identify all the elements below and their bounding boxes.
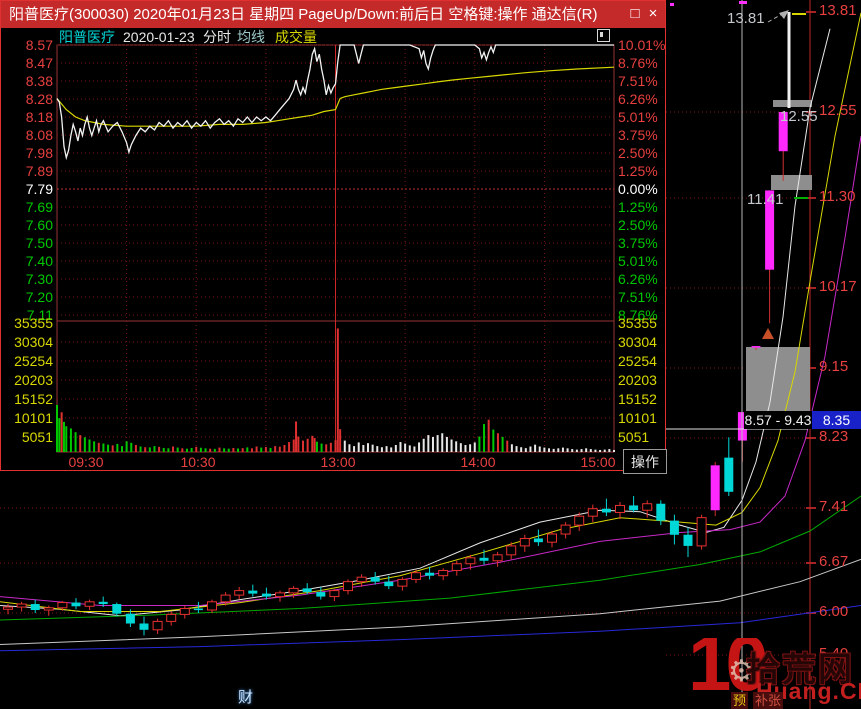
intraday-window: 阳普医疗(300030) 2020年01月23日 星期四 PageUp/Down… — [0, 0, 666, 471]
close-price-label-2: 11.41 — [747, 191, 784, 208]
crosshair-price-tag: 8.35 — [812, 411, 861, 429]
high-price-annotation: 13.81 — [727, 10, 765, 27]
watermark-site-name: 拾荒网 — [746, 651, 854, 689]
maximize-button[interactable]: □ — [630, 5, 640, 22]
ma-green — [0, 495, 861, 621]
ma-gray — [0, 558, 861, 645]
gear-icon: ⚙ — [728, 655, 755, 688]
tag-buzhang: 补张 — [753, 692, 784, 709]
watermark: 10 ⚙ 拾荒网 Huang.CN — [686, 638, 861, 709]
ma-magenta — [0, 136, 861, 606]
tag-yu: 预 — [731, 692, 749, 709]
window-title: 阳普医疗(300030) 2020年01月23日 星期四 PageUp/Down… — [9, 6, 598, 23]
chart-date: 2020-01-23 — [123, 29, 195, 45]
volume-toggle[interactable]: 成交量 — [275, 29, 317, 45]
intraday-header: 阳普医疗 2020-01-23 分时 均线 成交量 — [1, 29, 665, 45]
buy-marker-triangle — [762, 328, 774, 339]
bottom-tags: 预补张 — [731, 692, 784, 709]
action-button[interactable]: 操作 — [623, 449, 667, 474]
ma-blue — [0, 605, 861, 652]
finance-tab-label[interactable]: 财 — [238, 689, 254, 706]
watermark-ten: 10 — [688, 638, 769, 707]
ma-yellow — [0, 12, 861, 612]
close-button[interactable]: × — [648, 5, 658, 22]
stock-name[interactable]: 阳普医疗 — [59, 29, 115, 45]
intraday-chart[interactable] — [1, 1, 667, 472]
close-price-label-1: 12.55 — [780, 108, 818, 125]
ma-toggle[interactable]: 均线 — [237, 29, 265, 45]
crosshair-range-label: 8.57 - 9.43 — [744, 411, 812, 429]
window-titlebar[interactable]: 阳普医疗(300030) 2020年01月23日 星期四 PageUp/Down… — [1, 1, 665, 28]
panel-settings-icon[interactable] — [597, 29, 610, 42]
mode-label[interactable]: 分时 — [203, 29, 231, 45]
